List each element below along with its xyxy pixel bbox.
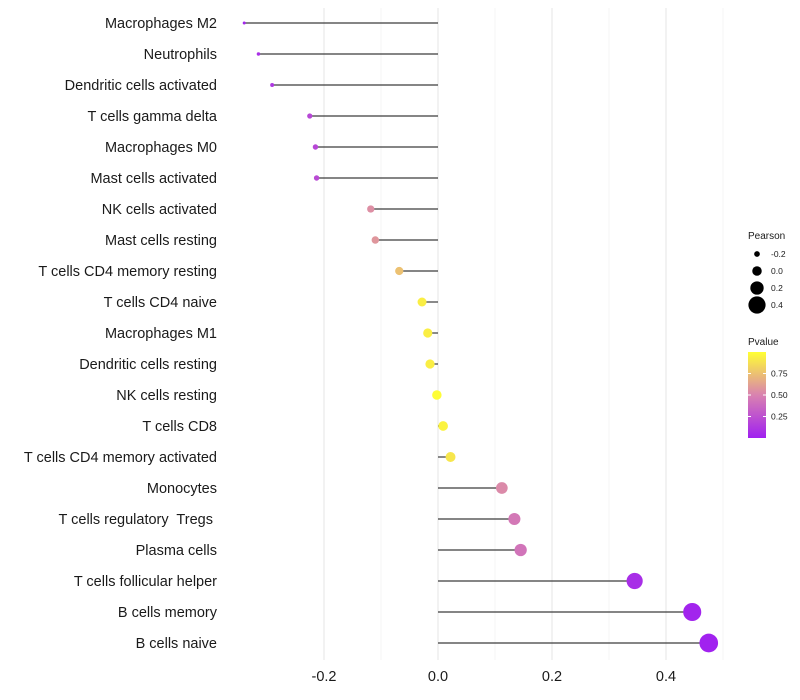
point [256,52,261,56]
x-tick-label: 0.4 [656,669,676,685]
point [270,83,275,87]
point [371,236,380,244]
point [699,633,719,653]
category-label: Macrophages M1 [105,326,217,342]
grid-lines [323,8,724,660]
x-tick-label: 0.0 [428,669,448,685]
x-tick-label: -0.2 [312,669,337,685]
pearson-legend-label: 0.2 [771,283,783,293]
stems [244,22,709,644]
pvalue-colorbar [748,352,766,438]
category-label: T cells CD4 memory activated [24,450,217,466]
point [496,482,508,494]
category-label: NK cells resting [116,388,217,404]
pearson-legend-key [752,266,762,276]
category-label: Macrophages M2 [105,16,217,32]
category-label: Macrophages M0 [105,140,217,156]
category-labels: Macrophages M2 Neutrophils Dendritic cells… [24,16,218,652]
point [432,390,442,400]
pvalue-legend-label: 0.25 [771,412,788,422]
category-label: B cells naive [136,636,217,652]
pearson-legend-key [754,251,760,257]
category-label: Monocytes [147,481,217,497]
point [508,512,521,526]
category-label: Mast cells activated [90,171,217,187]
category-label: T cells CD4 naive [104,295,217,311]
x-axis-ticks: -0.2 0.0 0.2 0.4 [312,669,677,685]
category-label: T cells follicular helper [74,574,217,590]
point [307,113,313,119]
category-label: T cells gamma delta [88,109,218,125]
pearson-legend-title: Pearson [748,231,785,242]
category-label: T cells regulatory Tregs [59,512,218,528]
point [626,572,643,590]
category-label: Neutrophils [144,47,217,63]
category-label: Dendritic cells resting [79,357,217,373]
category-label: Plasma cells [136,543,217,559]
pearson-legend: Pearson -0.2 0.0 0.2 0.4 [748,231,786,314]
pearson-legend-key [750,281,764,295]
pearson-legend-label: 0.0 [771,266,783,276]
category-label: B cells memory [118,605,218,621]
point [438,421,448,431]
x-tick-label: 0.2 [542,669,562,685]
pearson-legend-label: 0.4 [771,300,783,310]
point [242,21,246,25]
category-label: NK cells activated [102,202,217,218]
point [312,144,319,150]
point [367,205,375,213]
point [395,266,404,276]
category-label: Mast cells resting [105,233,217,249]
category-label: T cells CD4 memory resting [38,264,217,280]
point [514,543,527,557]
pvalue-legend-label: 0.50 [771,390,788,400]
pvalue-legend: Pvalue 0.75 0.50 0.25 [748,337,788,438]
category-label: T cells CD8 [142,419,217,435]
pvalue-legend-title: Pvalue [748,337,779,348]
point [425,359,435,369]
point [683,602,702,622]
category-label: Dendritic cells activated [65,78,217,94]
point [417,297,427,307]
points [242,21,719,653]
pearson-legend-label: -0.2 [771,249,786,259]
pvalue-legend-label: 0.75 [771,369,788,379]
point [445,452,456,462]
point [423,328,433,338]
point [313,175,320,181]
pearson-legend-key [748,296,766,314]
